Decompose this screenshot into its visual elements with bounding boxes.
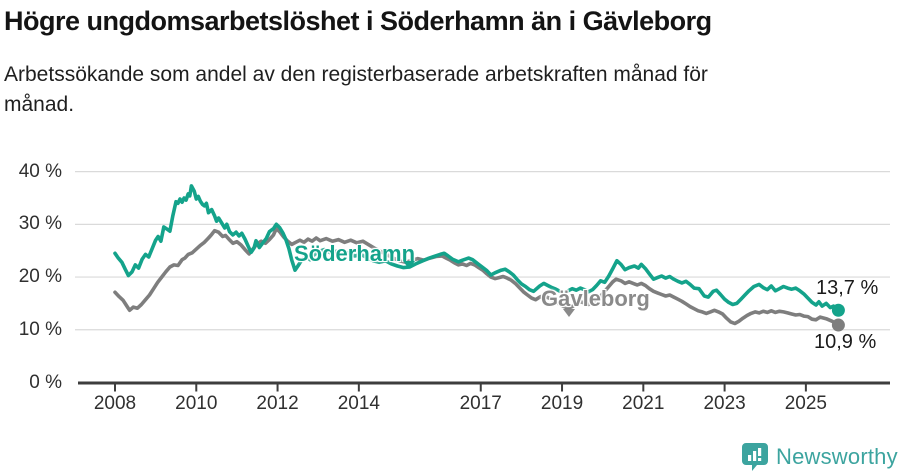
x-axis-label: 2021	[622, 393, 665, 414]
x-axis-label: 2019	[540, 393, 584, 414]
brand-name: Newsworthy	[776, 444, 898, 469]
gavleborg-line	[113, 226, 841, 327]
chart-subtitle: Arbetssökande som andel av den registerb…	[4, 60, 884, 120]
newsworthy-logo-link[interactable]: Newsworthy	[741, 442, 898, 472]
x-axis-label: 2023	[703, 393, 746, 414]
x-axis-label: 2017	[459, 393, 502, 414]
newsworthy-bubble-chart-icon	[742, 443, 768, 471]
y-axis-label: 10 %	[18, 318, 62, 340]
y-axis-label: 0 %	[29, 371, 62, 393]
x-axis-label: 2014	[337, 393, 380, 414]
soderhamn-label-pointer-icon	[403, 261, 415, 269]
gavleborg-end-dot	[831, 318, 845, 332]
y-axis-label: 30 %	[18, 213, 62, 235]
subtitle-line-2: månad.	[4, 93, 75, 116]
x-axis-label: 2025	[784, 393, 828, 414]
x-axis-label: 2008	[93, 393, 137, 414]
end-value-label-soderhamn: 13,7 %	[816, 277, 879, 299]
x-axis-label: 2012	[256, 393, 299, 414]
soderhamn-line	[113, 184, 841, 313]
series-label-gavleborg: Gävleborg	[541, 286, 650, 311]
y-axis-label: 40 %	[18, 160, 62, 182]
end-value-label-gavleborg: 10,9 %	[814, 331, 877, 353]
subtitle-line-1: Arbetssökande som andel av den registerb…	[4, 63, 708, 86]
page-title: Högre ungdomsarbetslöshet i Söderhamn än…	[4, 6, 712, 36]
series-label-soderhamn: Söderhamn	[294, 241, 416, 266]
x-axis-label: 2010	[175, 393, 218, 414]
soderhamn-end-dot	[831, 303, 845, 317]
gavleborg-label-pointer-icon	[563, 309, 575, 317]
y-axis-label: 20 %	[18, 266, 62, 288]
